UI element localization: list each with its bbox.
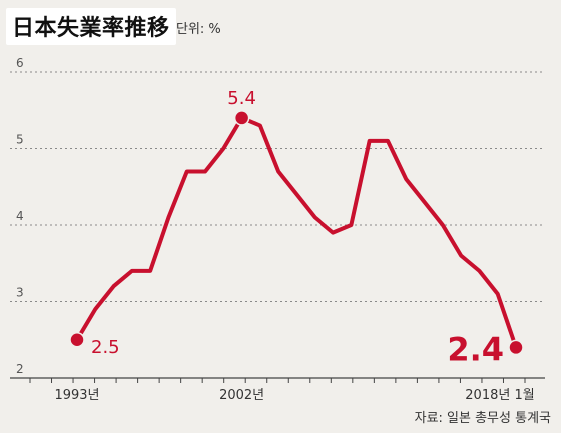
x-tick-label: 2002년: [219, 388, 264, 403]
x-tick-label: 2018년 1월: [465, 388, 534, 403]
y-tick-label: 4: [16, 209, 24, 223]
y-tick-label: 2: [16, 362, 24, 376]
x-tick-label: 1993년: [54, 388, 99, 403]
y-tick-label: 3: [16, 286, 24, 300]
data-point-marker: [233, 110, 250, 126]
source-note: 자료: 일본 총무성 통계국: [414, 411, 551, 426]
data-point-marker: [69, 332, 85, 348]
data-point-marker: [508, 339, 524, 356]
unit-label: 단위: %: [176, 22, 221, 37]
data-label: 2.5: [91, 337, 120, 358]
series-line: [75, 115, 518, 350]
chart-title: 日本失業率推移: [12, 16, 170, 41]
y-tick-label: 5: [16, 133, 24, 147]
y-tick-label: 6: [16, 56, 24, 70]
data-label: 2.4: [447, 330, 504, 368]
data-label: 5.4: [227, 88, 256, 109]
title-box: 日本失業率推移: [6, 8, 176, 45]
